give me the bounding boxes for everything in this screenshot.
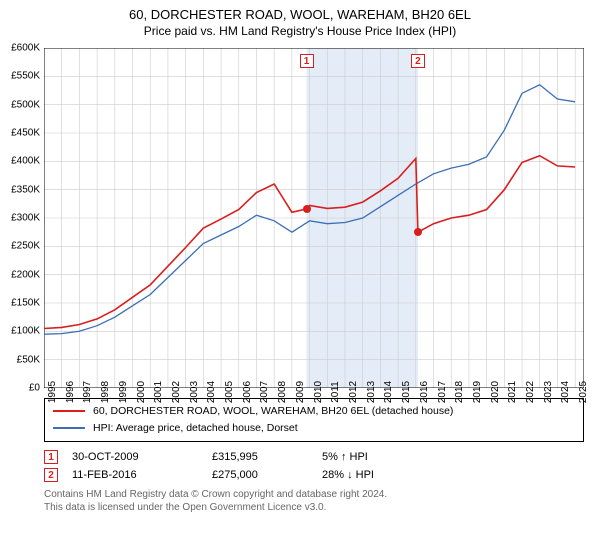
y-tick-label: £150K (0, 298, 40, 309)
transaction-date: 30-OCT-2009 (72, 451, 212, 463)
transaction-dot (303, 205, 311, 213)
chart-title: 60, DORCHESTER ROAD, WOOL, WAREHAM, BH20… (0, 0, 600, 24)
chart-container: 60, DORCHESTER ROAD, WOOL, WAREHAM, BH20… (0, 0, 600, 560)
y-tick-label: £50K (0, 354, 40, 365)
transaction-dot (414, 228, 422, 236)
legend-swatch-property (53, 410, 85, 412)
footer-line2: This data is licensed under the Open Gov… (44, 501, 584, 515)
legend-swatch-hpi (53, 427, 85, 429)
below-chart: 60, DORCHESTER ROAD, WOOL, WAREHAM, BH20… (44, 398, 584, 515)
y-tick-label: £550K (0, 71, 40, 82)
legend-label-hpi: HPI: Average price, detached house, Dors… (93, 420, 298, 437)
y-tick-label: £300K (0, 213, 40, 224)
legend-label-property: 60, DORCHESTER ROAD, WOOL, WAREHAM, BH20… (93, 403, 453, 420)
y-tick-label: £400K (0, 156, 40, 167)
y-tick-label: £500K (0, 99, 40, 110)
y-tick-label: £200K (0, 269, 40, 280)
transaction-row-marker: 1 (44, 450, 58, 464)
plot-svg (44, 48, 584, 388)
transaction-price: £275,000 (212, 469, 322, 481)
footer-text: Contains HM Land Registry data © Crown c… (44, 488, 584, 515)
transaction-price: £315,995 (212, 451, 322, 463)
transaction-date: 11-FEB-2016 (72, 469, 212, 481)
transaction-marker: 1 (300, 54, 314, 68)
y-tick-label: £250K (0, 241, 40, 252)
y-tick-label: £0 (0, 383, 40, 394)
legend-box: 60, DORCHESTER ROAD, WOOL, WAREHAM, BH20… (44, 398, 584, 442)
transaction-row: 2 11-FEB-2016£275,00028% ↓ HPI (44, 468, 584, 482)
chart-area: £0£50K£100K£150K£200K£250K£300K£350K£400… (44, 48, 584, 388)
transaction-delta: 28% ↓ HPI (322, 469, 374, 481)
legend-row-hpi: HPI: Average price, detached house, Dors… (53, 420, 575, 437)
transaction-delta: 5% ↑ HPI (322, 451, 368, 463)
transaction-row: 1 30-OCT-2009£315,9955% ↑ HPI (44, 450, 584, 464)
y-tick-label: £450K (0, 128, 40, 139)
legend-row-property: 60, DORCHESTER ROAD, WOOL, WAREHAM, BH20… (53, 403, 575, 420)
chart-subtitle: Price paid vs. HM Land Registry's House … (0, 24, 600, 42)
transaction-list: 1 30-OCT-2009£315,9955% ↑ HPI 2 11-FEB-2016… (44, 450, 584, 482)
transaction-marker: 2 (411, 54, 425, 68)
y-tick-label: £350K (0, 184, 40, 195)
y-tick-label: £600K (0, 43, 40, 54)
transaction-row-marker: 2 (44, 468, 58, 482)
y-tick-label: £100K (0, 326, 40, 337)
footer-line1: Contains HM Land Registry data © Crown c… (44, 488, 584, 502)
